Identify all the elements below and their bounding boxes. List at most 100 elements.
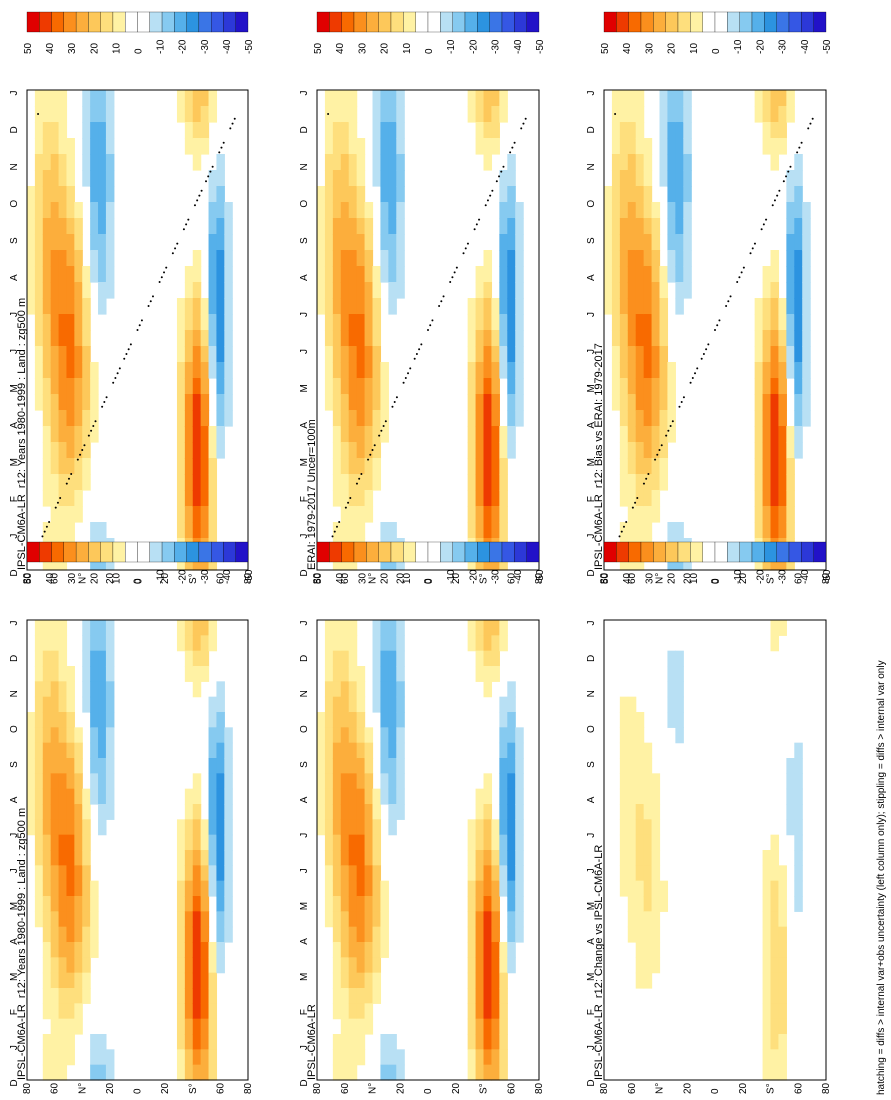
- stipple-dot: [742, 266, 745, 269]
- heatmap-cell: [34, 362, 44, 379]
- heatmap-cell: [802, 362, 811, 379]
- heatmap-cell: [340, 506, 350, 523]
- heatmap-cell: [762, 942, 772, 958]
- heatmap-cell: [770, 346, 780, 363]
- heatmap-cell: [475, 926, 485, 943]
- heatmap-cell: [380, 394, 389, 411]
- heatmap-cell: [475, 282, 485, 299]
- heatmap-cell: [396, 250, 405, 267]
- stipple-dot: [367, 458, 370, 461]
- colorbar-swatch: [739, 541, 753, 563]
- heatmap-cell: [216, 758, 225, 774]
- heatmap-cell: [667, 554, 676, 571]
- heatmap-cell: [50, 1003, 60, 1020]
- heatmap-cell: [340, 426, 350, 443]
- heatmap-cell: [380, 218, 389, 235]
- heatmap-cell: [34, 298, 44, 315]
- panel-title: ERAI: 1979-2017 Uncer=100m: [306, 419, 318, 570]
- lat-tick-label: 80: [821, 572, 832, 584]
- heatmap-cell: [475, 850, 485, 866]
- colorbar-label: -10: [156, 569, 167, 584]
- heatmap-cell: [356, 834, 366, 851]
- heatmap-cell: [90, 942, 99, 958]
- heatmap-cell: [348, 298, 358, 315]
- heatmap-cell: [58, 458, 68, 475]
- heatmap-cell: [34, 620, 44, 636]
- stipple-dot: [500, 170, 503, 173]
- lat-tick-label: 20: [105, 572, 116, 584]
- heatmap-cell: [499, 865, 508, 882]
- heatmap-cell: [348, 122, 358, 139]
- heatmap-cell: [778, 474, 787, 491]
- month-tick-label: O: [9, 725, 20, 733]
- heatmap-cell: [200, 1003, 210, 1020]
- heatmap-cell: [208, 850, 218, 866]
- heatmap-cell: [332, 1003, 342, 1020]
- heatmap-cell: [475, 1049, 485, 1066]
- heatmap-cell: [499, 170, 508, 187]
- heatmap-cell: [675, 154, 684, 171]
- heatmap-cell: [317, 234, 326, 251]
- heatmap-cell: [42, 957, 52, 974]
- heatmap-cell: [224, 394, 233, 411]
- heatmap-cell: [611, 298, 621, 315]
- heatmap-cell: [499, 942, 508, 958]
- heatmap-cell: [515, 202, 524, 219]
- stipple-dot: [642, 482, 645, 485]
- heatmap-cell: [176, 957, 186, 974]
- heatmap-cell: [467, 1049, 477, 1066]
- month-tick-label: A: [9, 938, 20, 945]
- heatmap-cell: [340, 106, 350, 123]
- heatmap-cell: [635, 474, 645, 491]
- heatmap-cell: [82, 666, 91, 682]
- heatmap-cell: [332, 442, 342, 459]
- colorbar-swatch: [603, 541, 617, 563]
- heatmap-cell: [754, 394, 764, 411]
- heatmap-cell: [611, 234, 621, 251]
- heatmap-cell: [82, 442, 91, 459]
- heatmap-cell: [683, 554, 692, 571]
- heatmap-cell: [58, 1064, 68, 1081]
- colorbar-swatch: [489, 541, 503, 563]
- lat-tick-label: 0: [423, 578, 434, 584]
- heatmap-cell: [208, 186, 218, 203]
- colorbar-swatch: [366, 11, 379, 33]
- heatmap-cell: [754, 490, 764, 507]
- heatmap-cell: [467, 988, 477, 1004]
- heatmap-cell: [50, 138, 60, 155]
- heatmap-cell: [611, 202, 621, 219]
- heatmap-cell: [635, 458, 645, 475]
- heatmap-cell: [192, 122, 202, 139]
- heatmap-cell: [499, 834, 508, 851]
- heatmap-cell: [98, 1034, 107, 1050]
- colorbar-label: -20: [755, 569, 766, 584]
- lat-tick-label: 60: [215, 1082, 226, 1094]
- heatmap-cell: [340, 154, 350, 171]
- colorbar-swatch: [452, 11, 466, 33]
- heatmap-cell: [778, 138, 787, 155]
- heatmap-cell: [184, 788, 194, 805]
- heatmap-cell: [184, 1003, 194, 1020]
- heatmap-cell: [192, 394, 202, 411]
- heatmap-cell: [192, 620, 202, 636]
- stipple-dot: [174, 247, 177, 250]
- stipple-dot: [647, 473, 650, 475]
- heatmap-cell: [675, 170, 684, 187]
- heatmap-cell: [42, 346, 52, 363]
- heatmap-cell: [184, 834, 194, 851]
- heatmap-cell: [778, 1003, 787, 1020]
- heatmap-cell: [317, 819, 326, 836]
- heatmap-cell: [192, 154, 202, 171]
- heatmap-cell: [356, 1003, 366, 1020]
- month-tick-label: J: [299, 621, 310, 626]
- heatmap-cell: [770, 880, 780, 897]
- heatmap-cell: [794, 442, 803, 459]
- heatmap-cell: [778, 394, 787, 411]
- heatmap-cell: [90, 742, 99, 759]
- month-tick-label: J: [9, 868, 20, 873]
- heatmap-cell: [90, 620, 99, 636]
- heatmap-cell: [98, 773, 107, 790]
- heatmap-cell: [90, 186, 99, 203]
- heatmap-cell: [491, 865, 500, 882]
- heatmap-cell: [208, 712, 218, 728]
